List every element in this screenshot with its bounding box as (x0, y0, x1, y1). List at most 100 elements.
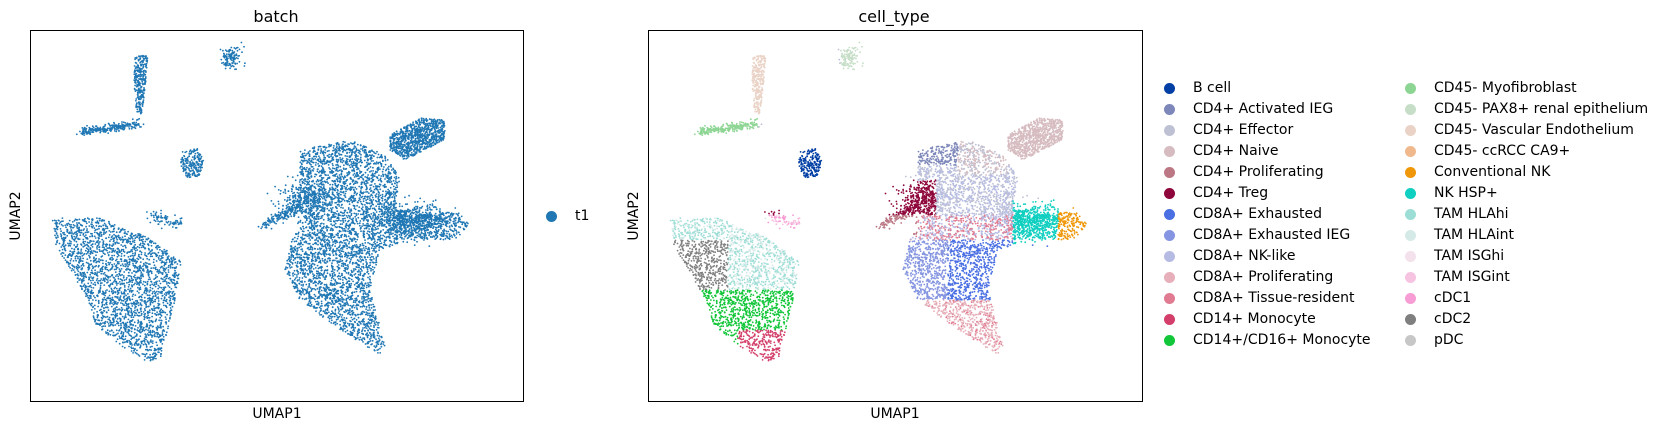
batch-point (307, 233, 309, 236)
batch-point (94, 283, 97, 286)
batch-point (336, 265, 339, 268)
batch-point (131, 272, 133, 274)
batch-point (112, 237, 114, 240)
batch-point (112, 303, 115, 306)
batch-point (93, 256, 95, 259)
batch-point (319, 158, 322, 161)
batch-point (112, 308, 115, 310)
batch-point (104, 325, 107, 328)
batch-point (153, 290, 156, 293)
batch-point (108, 318, 111, 321)
batch-point (107, 323, 110, 325)
batch-point (167, 325, 170, 328)
batch-point (170, 309, 173, 312)
batch-point (84, 292, 87, 294)
batch-point (377, 324, 379, 326)
batch-point (166, 302, 169, 305)
batch-point (380, 165, 383, 168)
batch-point (368, 234, 371, 237)
batch-point (102, 241, 105, 244)
batch-point (298, 282, 301, 285)
batch-point (81, 252, 83, 254)
batch-point (166, 283, 168, 285)
batch-point (97, 222, 100, 225)
batch-point (147, 273, 150, 276)
batch-point (130, 330, 133, 333)
batch-point (87, 250, 90, 253)
batch-point (323, 278, 326, 280)
batch-point (439, 238, 442, 241)
batch-point (68, 219, 71, 222)
batch-point (98, 217, 101, 220)
batch-point (395, 194, 398, 197)
batch-point (342, 330, 344, 332)
batch-point (137, 353, 140, 356)
batch-point (158, 255, 161, 257)
batch-point (145, 345, 148, 348)
batch-point (335, 257, 337, 260)
batch-point (102, 299, 104, 301)
batch-point (115, 267, 118, 269)
batch-point (146, 257, 149, 260)
batch-point (163, 304, 165, 307)
batch-point (132, 278, 135, 281)
batch-point (142, 343, 145, 346)
batch-point (120, 248, 123, 251)
batch-point (124, 263, 127, 265)
batch-point (152, 267, 155, 269)
batch-point (107, 309, 110, 311)
batch-point (364, 330, 366, 332)
batch-point (159, 259, 162, 262)
batch-point (112, 243, 115, 245)
batch-point (100, 256, 103, 258)
batch-point (374, 247, 377, 249)
batch-point (128, 306, 131, 309)
batch-point (111, 296, 114, 299)
batch-point (134, 237, 137, 240)
batch-point (323, 208, 326, 211)
batch-point (112, 319, 115, 322)
batch-point (146, 238, 149, 241)
batch-point (91, 246, 94, 248)
batch-point (151, 283, 154, 286)
batch-point (349, 304, 352, 307)
batch-point (172, 298, 174, 301)
batch-point (123, 293, 126, 295)
batch-point (341, 170, 344, 173)
batch-point (77, 270, 80, 273)
batch-point (176, 280, 178, 283)
batch-point (127, 285, 130, 288)
batch-point (154, 295, 157, 297)
batch-point (134, 325, 137, 327)
batch-point (339, 160, 342, 163)
batch-point (292, 238, 294, 241)
batch-point (120, 302, 122, 304)
batch-point (143, 339, 145, 342)
batch-point (131, 240, 134, 243)
batch-point (367, 300, 370, 303)
batch-point (156, 290, 158, 293)
batch-point (123, 316, 126, 319)
batch-point (109, 240, 111, 243)
batch-point (68, 265, 70, 267)
batch-point (62, 225, 64, 227)
batch-point (134, 311, 136, 314)
batch-point (86, 258, 89, 260)
batch-point (331, 224, 334, 227)
batch-point (116, 293, 119, 296)
batch-point (157, 293, 159, 295)
batch-point (146, 270, 149, 272)
batch-point (292, 285, 295, 288)
batch-point (373, 208, 376, 211)
batch-point (133, 350, 135, 352)
batch-point (99, 269, 102, 272)
batch-point (105, 301, 108, 304)
batch-point (375, 328, 378, 331)
batch-point (142, 268, 145, 270)
batch-point (160, 272, 163, 274)
batch-point (389, 186, 392, 189)
batch-point (96, 323, 99, 325)
batch-point (73, 225, 76, 227)
batch-point (125, 232, 127, 235)
batch-point (134, 300, 137, 302)
